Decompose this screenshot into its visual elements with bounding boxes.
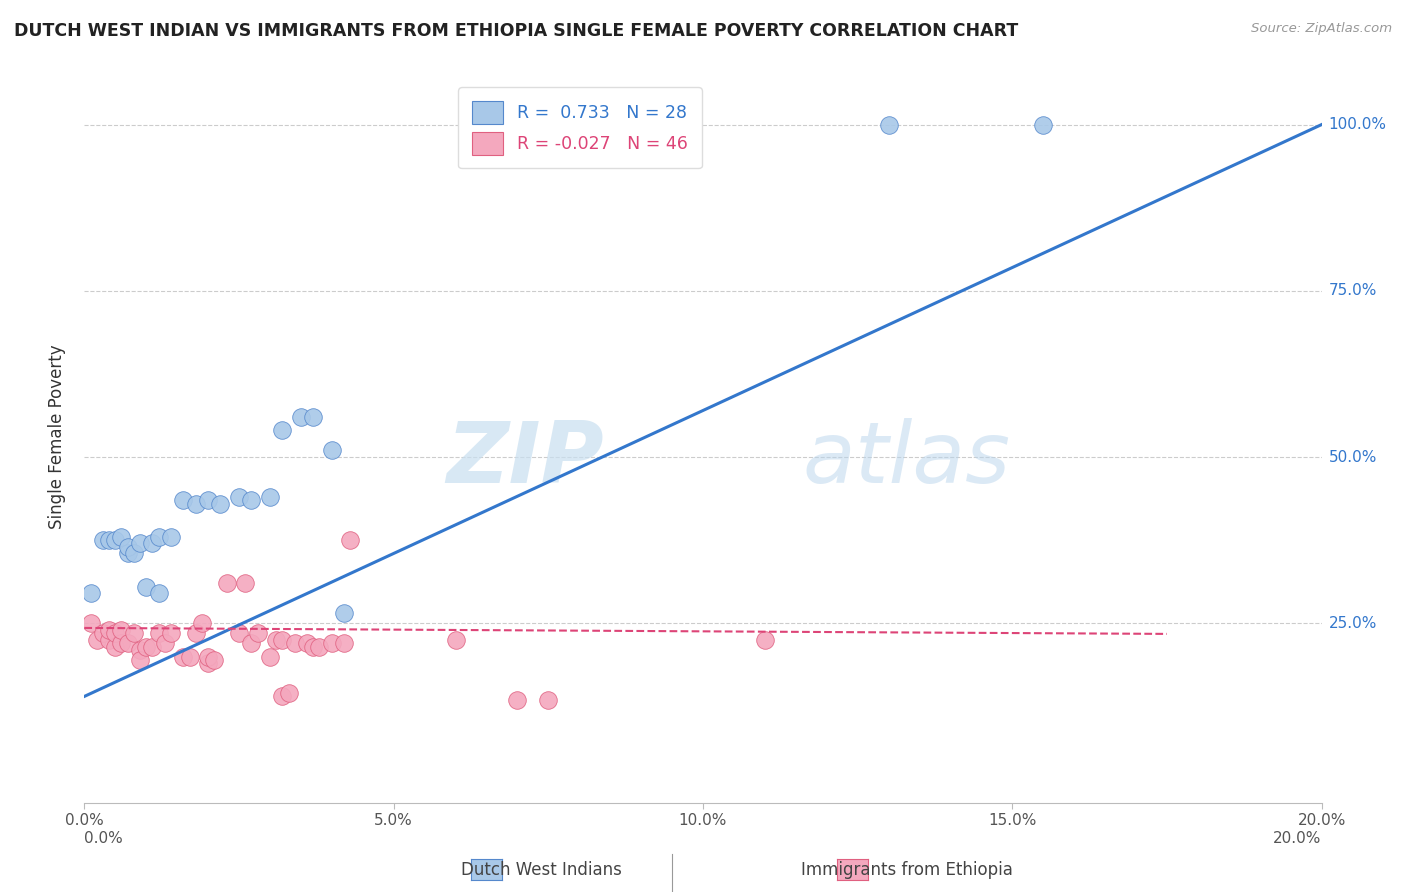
Text: 75.0%: 75.0% (1329, 284, 1376, 298)
Point (215, 576, 238, 591)
Point (184, 626, 207, 640)
Point (135, 580, 157, 594)
Point (277, 686, 299, 700)
Point (295, 636, 318, 650)
Point (339, 533, 361, 548)
Point (302, 410, 325, 425)
Text: 50.0%: 50.0% (1329, 450, 1376, 465)
Point (184, 497, 207, 511)
Point (110, 636, 132, 650)
Point (129, 653, 152, 667)
Text: 0.0%: 0.0% (84, 831, 124, 846)
Point (129, 536, 152, 550)
Point (79, 586, 101, 600)
Point (104, 640, 127, 654)
Point (129, 643, 152, 657)
Text: 20.0%: 20.0% (1274, 831, 1322, 846)
Point (86, 632, 108, 647)
Text: Source: ZipAtlas.com: Source: ZipAtlas.com (1251, 22, 1392, 36)
Point (98, 632, 121, 647)
Point (754, 632, 776, 647)
Point (202, 653, 225, 667)
Point (79, 616, 101, 631)
Point (240, 493, 263, 508)
Point (117, 636, 139, 650)
Text: atlas: atlas (801, 417, 1010, 500)
Point (117, 546, 139, 560)
Point (333, 636, 356, 650)
Point (228, 626, 250, 640)
Point (110, 623, 132, 637)
Point (172, 493, 194, 508)
Point (259, 649, 281, 664)
Point (117, 540, 139, 554)
Point (141, 536, 163, 550)
Point (160, 530, 183, 544)
Y-axis label: Single Female Poverty: Single Female Poverty (48, 345, 66, 529)
Point (110, 530, 132, 544)
Point (122, 546, 145, 560)
Point (228, 490, 250, 504)
Point (153, 636, 176, 650)
Point (259, 490, 281, 504)
Point (264, 632, 287, 647)
Point (98, 623, 121, 637)
Point (191, 616, 214, 631)
Legend: R =  0.733   N = 28, R = -0.027   N = 46: R = 0.733 N = 28, R = -0.027 N = 46 (458, 87, 702, 169)
Text: ZIP: ZIP (446, 417, 605, 500)
Point (172, 649, 194, 664)
Point (321, 443, 343, 458)
Point (1032, 118, 1054, 132)
Point (284, 636, 307, 650)
Point (233, 576, 256, 591)
Point (290, 410, 312, 425)
Point (179, 649, 201, 664)
Text: DUTCH WEST INDIAN VS IMMIGRANTS FROM ETHIOPIA SINGLE FEMALE POVERTY CORRELATION : DUTCH WEST INDIAN VS IMMIGRANTS FROM ETH… (14, 22, 1018, 40)
Point (302, 640, 325, 654)
Point (271, 424, 294, 438)
Text: 25.0%: 25.0% (1329, 615, 1376, 631)
Point (148, 530, 170, 544)
Point (271, 632, 294, 647)
Point (537, 692, 560, 706)
Point (333, 607, 356, 621)
Point (135, 640, 157, 654)
Point (209, 497, 232, 511)
Point (197, 656, 219, 670)
Point (444, 632, 467, 647)
Point (506, 692, 529, 706)
Point (104, 533, 127, 548)
Point (160, 626, 183, 640)
Point (148, 586, 170, 600)
Point (122, 626, 145, 640)
Point (197, 493, 219, 508)
Point (91, 626, 114, 640)
Point (271, 690, 294, 704)
Text: Immigrants from Ethiopia: Immigrants from Ethiopia (801, 861, 1012, 879)
Point (148, 626, 170, 640)
Point (197, 649, 219, 664)
Point (877, 118, 900, 132)
Point (308, 640, 330, 654)
Point (141, 640, 163, 654)
Point (246, 626, 269, 640)
Point (240, 636, 263, 650)
Text: 100.0%: 100.0% (1329, 117, 1386, 132)
Point (321, 636, 343, 650)
Point (104, 626, 127, 640)
Point (91, 533, 114, 548)
Text: Dutch West Indians: Dutch West Indians (461, 861, 621, 879)
Point (98, 533, 121, 548)
